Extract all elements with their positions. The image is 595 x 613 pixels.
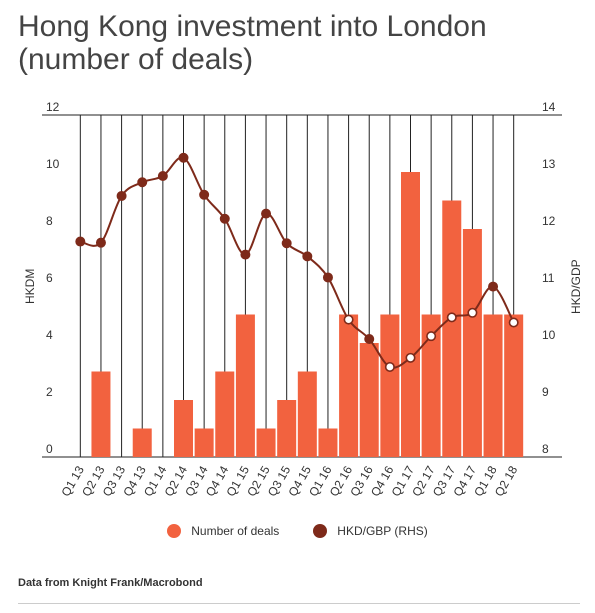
line-point: [95, 237, 106, 248]
line-point: [467, 307, 478, 318]
y-tick-label-right: 13: [542, 157, 556, 171]
legend: Number of deals HKD/GBP (RHS): [0, 524, 595, 538]
line-point: [261, 208, 272, 219]
y-tick-label-left: 2: [46, 385, 53, 399]
y-axis-title-right: HKD/GDP: [569, 259, 583, 314]
legend-swatch-hkdgbp: [313, 524, 328, 538]
bar: [483, 314, 503, 457]
bar: [462, 229, 482, 457]
y-tick-label-left: 8: [46, 214, 53, 228]
legend-item-hkdgbp: HKD/GBP (RHS): [313, 524, 428, 538]
bar: [256, 428, 276, 457]
y-tick-label-right: 11: [542, 271, 555, 285]
y-tick-label-right: 9: [542, 385, 549, 399]
y-tick-label-left: 12: [46, 100, 60, 114]
legend-item-deals: Number of deals: [167, 524, 279, 538]
y-tick-label-left: 10: [46, 157, 60, 171]
line-point: [508, 317, 519, 328]
line-point: [426, 331, 437, 342]
bottom-divider: [18, 603, 580, 604]
line-point: [157, 170, 168, 181]
y-tick-label-right: 8: [542, 442, 549, 456]
y-axis-title-left: HKDM: [23, 269, 37, 304]
line-point: [75, 236, 86, 247]
bar: [380, 314, 400, 457]
legend-label-deals: Number of deals: [191, 524, 280, 538]
line-point: [178, 152, 189, 163]
line-point: [405, 352, 416, 363]
chart-title: Hong Kong investment into London (number…: [18, 10, 487, 76]
line-point: [343, 314, 354, 325]
bar: [442, 200, 462, 457]
y-tick-label-left: 0: [46, 442, 53, 456]
bar: [277, 400, 297, 457]
bar: [235, 314, 255, 457]
source-note: Data from Knight Frank/Macrobond: [18, 577, 203, 589]
line-hkd-gbp: [80, 156, 515, 369]
line-point: [116, 190, 127, 201]
bar: [215, 371, 235, 457]
y-tick-label-right: 14: [542, 100, 556, 114]
bar: [297, 371, 317, 457]
bar: [132, 428, 152, 457]
line-point: [281, 238, 292, 249]
line-point: [199, 189, 210, 200]
line-point: [240, 249, 251, 260]
y-tick-label-right: 10: [542, 328, 556, 342]
bar: [318, 428, 338, 457]
line-point: [488, 281, 499, 292]
y-tick-label-right: 12: [542, 214, 556, 228]
bar: [359, 343, 379, 457]
legend-swatch-deals: [167, 524, 182, 538]
bar: [194, 428, 214, 457]
bar: [504, 314, 524, 457]
line-point: [137, 177, 148, 188]
bar: [91, 371, 111, 457]
y-tick-label-left: 6: [46, 271, 53, 285]
bar: [339, 314, 359, 457]
bar: [174, 400, 193, 457]
line-point: [364, 334, 375, 345]
bar: [401, 172, 420, 457]
line-point: [446, 312, 457, 323]
line-point: [219, 213, 230, 224]
bar: [421, 314, 441, 457]
line-point: [384, 361, 395, 372]
line-point: [302, 251, 313, 262]
legend-label-hkdgbp: HKD/GBP (RHS): [337, 524, 428, 538]
line-point: [322, 272, 333, 283]
y-tick-label-left: 4: [46, 328, 53, 342]
